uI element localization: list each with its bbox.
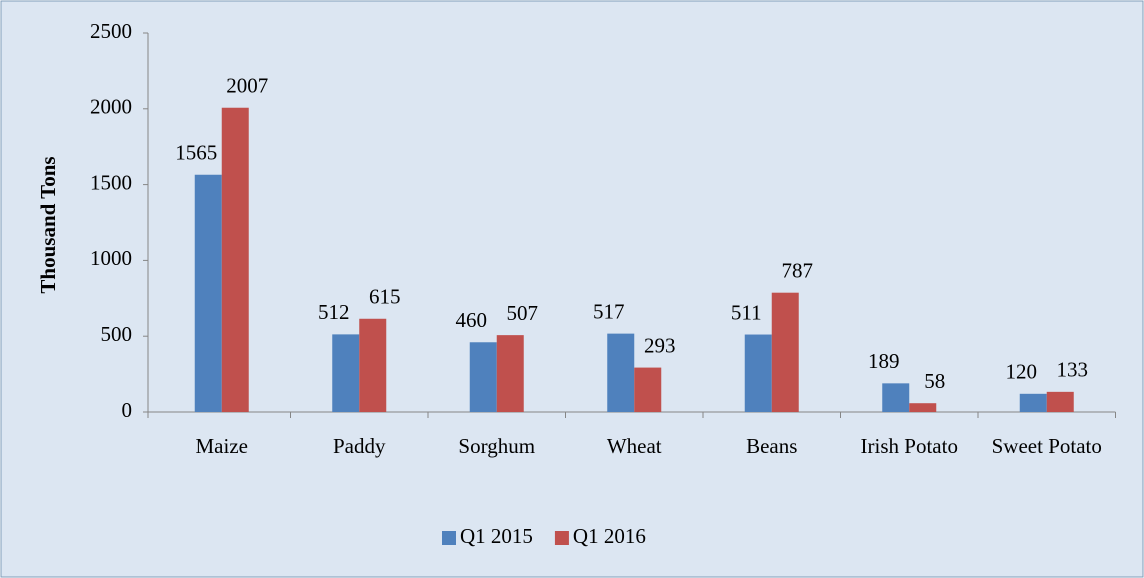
data-label: 120 <box>1006 360 1038 384</box>
legend-swatch <box>554 531 569 545</box>
data-label: 58 <box>924 369 945 393</box>
x-tick-label: Beans <box>746 434 797 458</box>
bar <box>607 333 635 412</box>
bar <box>332 334 360 412</box>
y-tick-label: 500 <box>101 322 133 346</box>
bar <box>469 342 497 412</box>
bar <box>771 292 799 412</box>
bar <box>909 403 937 412</box>
y-axis-label: Thousand Tons <box>36 156 60 293</box>
x-tick-label: Maize <box>196 434 248 458</box>
bar <box>496 335 524 412</box>
legend-label: Q1 2016 <box>573 524 646 548</box>
x-tick-label: Wheat <box>607 434 662 458</box>
bar <box>634 367 662 412</box>
data-label: 511 <box>731 300 762 324</box>
legend-swatch <box>442 531 456 545</box>
bar <box>1019 393 1047 412</box>
x-tick-label: Sweet Potato <box>992 434 1102 458</box>
data-label: 460 <box>456 308 488 332</box>
bar <box>194 174 222 412</box>
data-label: 615 <box>369 285 401 309</box>
bar <box>221 107 249 412</box>
bar <box>359 318 387 412</box>
data-label: 133 <box>1057 358 1089 382</box>
data-label: 189 <box>868 349 900 373</box>
x-tick-label: Sorghum <box>458 434 535 458</box>
data-label: 293 <box>644 333 676 357</box>
x-tick-label: Irish Potato <box>861 434 958 458</box>
data-label: 1565 <box>175 141 217 165</box>
y-tick-label: 0 <box>122 398 133 422</box>
data-label: 512 <box>318 300 350 324</box>
data-label: 517 <box>593 299 625 323</box>
bar <box>1046 391 1074 412</box>
bar <box>744 334 772 412</box>
data-label: 2007 <box>226 74 268 98</box>
data-label: 787 <box>782 259 814 283</box>
legend-label: Q1 2015 <box>460 524 533 548</box>
bar <box>882 383 910 412</box>
x-tick-label: Paddy <box>333 434 386 458</box>
y-tick-label: 2500 <box>90 19 132 43</box>
y-tick-label: 2000 <box>90 95 132 119</box>
y-tick-label: 1000 <box>90 246 132 270</box>
data-label: 507 <box>507 301 539 325</box>
y-tick-label: 1500 <box>90 170 132 194</box>
